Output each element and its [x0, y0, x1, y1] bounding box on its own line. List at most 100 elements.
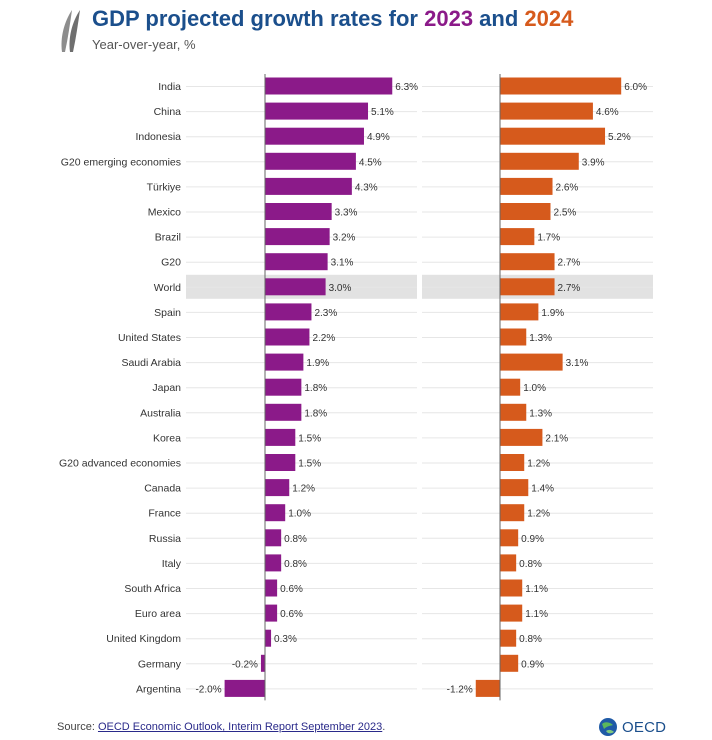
category-label: Spain [154, 307, 181, 319]
data-label-2024: 6.0% [624, 82, 647, 93]
data-label-2023: 1.9% [306, 358, 329, 369]
chart-title: GDP projected growth rates for 2023 and … [92, 6, 574, 31]
bar-2023 [265, 629, 272, 647]
bar-2023 [265, 278, 326, 296]
category-label: Russia [149, 533, 181, 545]
title-year-2024: 2024 [524, 6, 574, 31]
bar-2024 [500, 604, 523, 622]
bar-2024 [500, 554, 517, 572]
bar-2023 [260, 654, 265, 672]
bar-2024 [500, 253, 555, 271]
bar-2024 [500, 403, 527, 421]
bar-2023 [265, 303, 312, 321]
category-label: Italy [162, 558, 182, 570]
data-label-2024: 2.5% [554, 208, 577, 219]
bar-2023 [265, 428, 296, 446]
bar-2023 [224, 679, 265, 697]
data-label-2024: 1.3% [529, 333, 552, 344]
category-label: India [158, 81, 181, 93]
bar-2024 [475, 679, 500, 697]
bar-2023 [265, 102, 369, 120]
category-label: France [148, 508, 181, 520]
source-note: Source: OECD Economic Outlook, Interim R… [57, 721, 386, 733]
data-label-2023: 2.2% [312, 333, 335, 344]
category-label: Brazil [155, 232, 181, 244]
data-label-2023: 3.2% [333, 233, 356, 244]
data-label-2024: 5.2% [608, 132, 631, 143]
data-label-2024: 1.1% [525, 584, 548, 595]
data-label-2023: 3.3% [335, 208, 358, 219]
data-label-2023: 1.5% [298, 459, 321, 470]
chart-subtitle: Year-over-year, % [92, 37, 196, 52]
oecd-logo: OECD [598, 717, 666, 737]
bar-2024 [500, 152, 579, 170]
bar-2024 [500, 654, 519, 672]
data-label-2023: 0.6% [280, 584, 303, 595]
category-label: China [154, 106, 182, 118]
data-label-2023: 0.6% [280, 609, 303, 620]
data-label-2023: 1.2% [292, 484, 315, 495]
data-label-2024: 1.0% [523, 383, 546, 394]
bar-2023 [265, 328, 310, 346]
data-label-2023: 4.3% [355, 182, 378, 193]
bar-2024 [500, 454, 525, 471]
source-link[interactable]: OECD Economic Outlook, Interim Report Se… [97, 721, 383, 733]
bar-2024 [500, 529, 519, 547]
data-label-2023: 4.9% [367, 132, 390, 143]
oecd-leaves-icon [61, 10, 80, 52]
bar-2023 [265, 77, 393, 95]
category-label: Germany [138, 658, 182, 670]
data-label-2024: 2.7% [558, 283, 581, 294]
category-label: South Africa [124, 583, 181, 595]
category-label: Japan [152, 382, 181, 394]
bar-2024 [500, 228, 535, 246]
bar-2024 [500, 102, 593, 120]
bar-2023 [265, 403, 302, 421]
bar-2024 [500, 629, 517, 647]
bar-2024 [500, 278, 555, 296]
bar-2023 [265, 604, 278, 622]
bar-2024 [500, 177, 553, 195]
data-label-2024: 3.1% [566, 358, 589, 369]
data-label-2024: 0.9% [521, 534, 544, 545]
bar-2023 [265, 479, 290, 497]
oecd-logo-text: OECD [622, 718, 667, 736]
data-label-2024: 1.1% [525, 609, 548, 620]
data-label-2023: 1.5% [298, 433, 321, 444]
data-label-2024: 4.6% [596, 107, 619, 118]
category-label: Argentina [136, 683, 181, 695]
bar-2023 [265, 378, 302, 396]
bar-2023 [265, 353, 304, 371]
data-label-2023: -2.0% [195, 684, 221, 695]
bar-chart: India 6.3% 6.0% China 5.1% 4.6% Indonesia 4.9% 5… [59, 74, 653, 701]
data-label-2024: 2.1% [545, 433, 568, 444]
data-label-2024: 1.3% [529, 408, 552, 419]
category-label: Korea [153, 432, 181, 444]
data-label-2023: 1.0% [288, 509, 311, 520]
data-label-2023: 0.8% [284, 559, 307, 570]
category-label: Australia [140, 407, 181, 419]
data-label-2023: -0.2% [232, 659, 258, 670]
bar-2023 [265, 228, 330, 246]
bar-2024 [500, 504, 525, 522]
data-label-2023: 0.3% [274, 634, 297, 645]
bar-2023 [265, 203, 332, 220]
bar-2024 [500, 77, 622, 95]
category-label: G20 [161, 257, 181, 269]
category-label: United Kingdom [106, 633, 181, 645]
data-label-2024: 1.2% [527, 459, 550, 470]
data-label-2024: 1.7% [537, 233, 560, 244]
bar-2023 [265, 504, 286, 522]
bar-2023 [265, 579, 278, 597]
data-label-2023: 2.3% [314, 308, 337, 319]
category-label: Canada [144, 483, 181, 495]
category-label: G20 emerging economies [61, 156, 181, 168]
data-label-2023: 3.0% [329, 283, 352, 294]
data-label-2023: 3.1% [331, 258, 354, 269]
bar-2023 [265, 152, 356, 170]
data-label-2023: 1.8% [304, 408, 327, 419]
category-label: Türkiye [147, 181, 182, 193]
bar-2023 [265, 177, 352, 195]
data-label-2023: 0.8% [284, 534, 307, 545]
data-label-2024: 1.9% [541, 308, 564, 319]
